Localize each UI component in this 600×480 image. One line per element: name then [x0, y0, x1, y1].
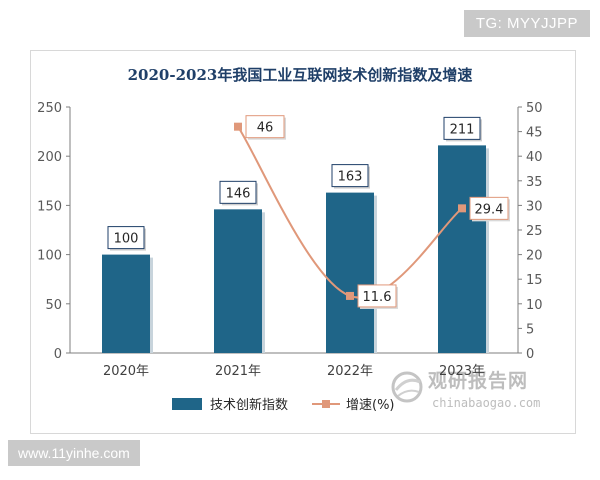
y-right-tick-label: 20 [526, 249, 543, 264]
growth-marker [346, 291, 354, 300]
y-left-tick-label: 100 [37, 249, 62, 264]
bar [214, 209, 262, 353]
bar [102, 254, 150, 353]
y-right-tick-label: 15 [526, 273, 543, 288]
y-right-tick-label: 35 [526, 175, 543, 190]
growth-marker [458, 204, 466, 213]
watermark-en: chinabaogao.com [432, 396, 541, 410]
chart-title: 2020-2023年我国工业互联网技术创新指数及增速 [127, 66, 473, 84]
line-data-label: 46 [257, 121, 274, 136]
x-tick-label: 2022年 [327, 364, 373, 379]
y-left-tick-label: 150 [37, 199, 62, 214]
x-tick-label: 2021年 [215, 364, 261, 379]
y-left-tick-label: 200 [37, 150, 62, 165]
bar-label-box [219, 180, 257, 204]
legend-line-marker [322, 400, 330, 408]
x-tick-label: 2023年 [439, 364, 485, 379]
bar-data-label: 163 [338, 170, 363, 185]
telegram-badge: TG: MYYJJPP [463, 10, 590, 37]
x-tick-label: 2020年 [103, 364, 149, 379]
line-data-label: 29.4 [475, 202, 504, 217]
legend-bar-swatch [172, 398, 202, 410]
y-right-tick-label: 50 [526, 101, 543, 116]
line-label-box [245, 115, 285, 139]
website-badge: www.11yinhe.com [8, 440, 140, 466]
y-right-tick-label: 0 [526, 347, 534, 362]
line-label-box [357, 284, 397, 308]
line-label-box [469, 196, 509, 220]
bar-data-label: 211 [450, 122, 475, 137]
y-left-tick-label: 250 [37, 101, 62, 116]
bar-label-box [331, 164, 369, 188]
line-data-label: 11.6 [363, 290, 392, 305]
y-right-tick-label: 30 [526, 199, 543, 214]
bar [438, 145, 486, 353]
globe-icon [391, 371, 423, 403]
y-right-tick-label: 45 [526, 126, 543, 141]
bar-data-label: 146 [226, 186, 251, 201]
bar-label-box [443, 116, 481, 140]
growth-marker [234, 122, 242, 131]
watermark-cn: 观研报告网 [428, 370, 529, 392]
legend-line-label: 增速(%) [346, 398, 395, 413]
y-left-tick-label: 0 [54, 347, 62, 362]
bar [326, 192, 374, 353]
y-right-tick-label: 10 [526, 298, 543, 313]
y-left-tick-label: 50 [45, 298, 62, 313]
y-right-tick-label: 25 [526, 224, 543, 239]
y-right-tick-label: 40 [526, 150, 543, 165]
legend-bar-label: 技术创新指数 [210, 397, 288, 413]
bar-label-box [107, 226, 145, 250]
bar-data-label: 100 [114, 232, 139, 247]
y-right-tick-label: 5 [526, 322, 534, 337]
